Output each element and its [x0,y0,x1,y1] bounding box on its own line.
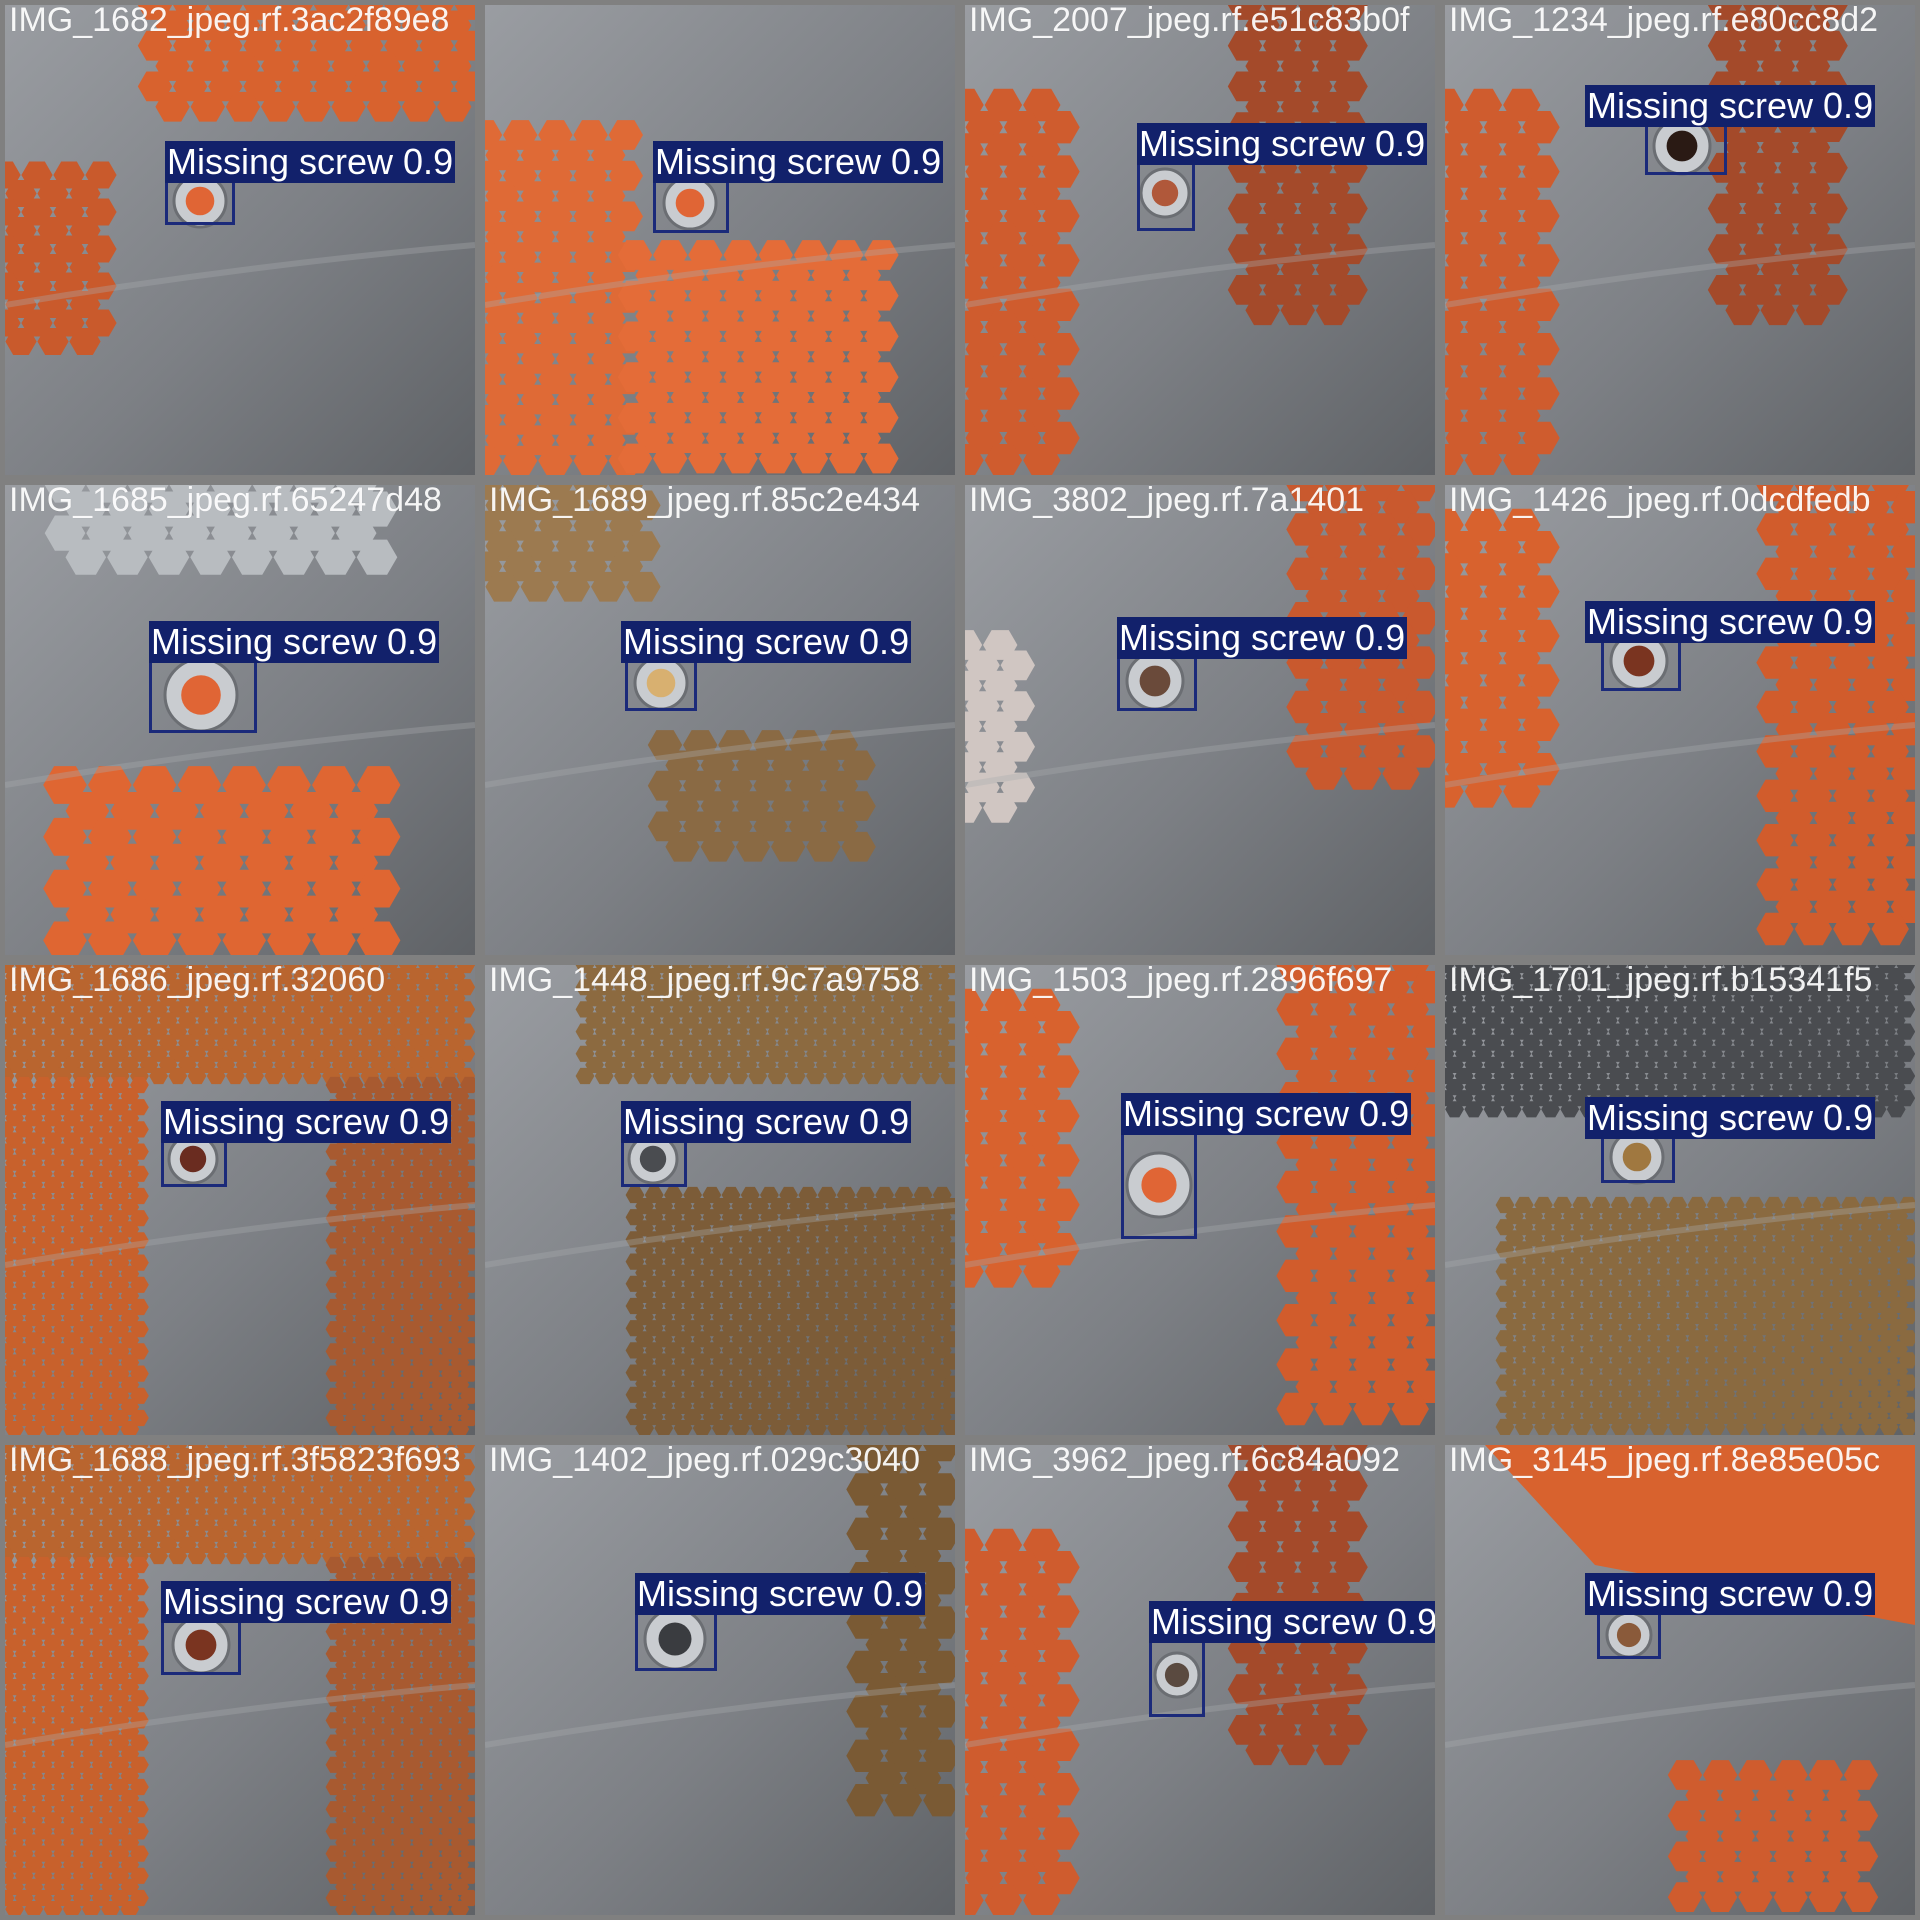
detection-box[interactable] [165,177,235,225]
detection-box[interactable] [149,659,257,733]
detection-box[interactable] [625,659,697,711]
detection-box[interactable] [653,177,729,233]
image-tile: Missing screw 0.9 [480,0,960,480]
photo [965,965,1435,1435]
image-tile: IMG_3145_jpeg.rf.8e85e05c Missing screw 0… [1440,1440,1920,1920]
detection-box[interactable] [161,1619,241,1675]
image-tile: IMG_3962_jpeg.rf.6c84a092 Missing screw 0… [960,1440,1440,1920]
detection-label: Missing screw 0.9 [161,1581,451,1623]
filename-label: IMG_1402_jpeg.rf.029c3040 [489,1441,920,1480]
image-tile: IMG_1688_jpeg.rf.3f5823f693 Missing screw… [0,1440,480,1920]
detection-label: Missing screw 0.9 [1585,1097,1875,1139]
perforation-pattern [43,766,400,955]
detection-box[interactable] [161,1137,227,1187]
detection-label: Missing screw 0.9 [161,1101,451,1143]
detection-box[interactable] [1601,1133,1675,1183]
filename-label: IMG_1688_jpeg.rf.3f5823f693 [9,1441,461,1480]
detection-box[interactable] [1149,1639,1205,1717]
detection-box[interactable] [635,1611,717,1671]
photo [5,1445,475,1915]
photo [965,485,1435,955]
image-tile: IMG_1402_jpeg.rf.029c3040 Missing screw 0… [480,1440,960,1920]
detection-box[interactable] [1645,121,1727,175]
detection-label: Missing screw 0.9 [635,1573,925,1615]
image-tile: IMG_1234_jpeg.rf.e80cc8d2 Missing screw 0… [1440,0,1920,480]
detection-label: Missing screw 0.9 [621,621,911,663]
perforation-pattern [846,1445,955,1816]
filename-label: IMG_3145_jpeg.rf.8e85e05c [1449,1441,1880,1480]
perforation-pattern [618,240,899,473]
detection-label: Missing screw 0.9 [653,141,943,183]
filename-label: IMG_1686_jpeg.rf.32060 [9,961,385,1000]
detection-box[interactable] [1137,157,1195,231]
detection-label: Missing screw 0.9 [1585,601,1875,643]
detection-box[interactable] [1601,635,1681,691]
image-tile: IMG_1685_jpeg.rf.65247d48 Missing screw 0… [0,480,480,960]
photo [485,485,955,955]
filename-label: IMG_1685_jpeg.rf.65247d48 [9,481,442,520]
detection-label: Missing screw 0.9 [1121,1093,1411,1135]
detection-label: Missing screw 0.9 [1585,1573,1875,1615]
image-tile: IMG_1686_jpeg.rf.32060 Missing screw 0.9 [0,960,480,1440]
photo [485,965,955,1435]
detection-label: Missing screw 0.9 [1117,617,1407,659]
detection-box[interactable] [1597,1611,1661,1659]
photo [965,5,1435,475]
filename-label: IMG_1448_jpeg.rf.9c7a9758 [489,961,920,1000]
filename-label: IMG_1234_jpeg.rf.e80cc8d2 [1449,1,1878,40]
image-tile: IMG_1701_jpeg.rf.b15341f5 Missing screw 0… [1440,960,1920,1440]
detection-box[interactable] [621,1137,687,1187]
filename-label: IMG_1701_jpeg.rf.b15341f5 [1449,961,1872,1000]
photo [485,1445,955,1915]
photo [485,5,955,475]
filename-label: IMG_1503_jpeg.rf.2896f697 [969,961,1392,1000]
image-tile: IMG_1503_jpeg.rf.2896f697 Missing screw 0… [960,960,1440,1440]
image-tile: IMG_1689_jpeg.rf.85c2e434 Missing screw 0… [480,480,960,960]
perforation-pattern [1668,1760,1878,1912]
photo [1445,5,1915,475]
photo [1445,1445,1915,1915]
filename-label: IMG_1426_jpeg.rf.0dcdfedb [1449,481,1871,520]
photo [1445,965,1915,1435]
photo [1445,485,1915,955]
filename-label: IMG_3962_jpeg.rf.6c84a092 [969,1441,1400,1480]
detection-label: Missing screw 0.9 [1137,123,1427,165]
photo [5,5,475,475]
image-tile: IMG_1682_jpeg.rf.3ac2f89e8 Missing screw … [0,0,480,480]
detection-label: Missing screw 0.9 [149,621,439,663]
image-tile: IMG_3802_jpeg.rf.7a1401 Missing screw 0.9 [960,480,1440,960]
image-tile: IMG_1448_jpeg.rf.9c7a9758 Missing screw 0… [480,960,960,1440]
detection-label: Missing screw 0.9 [1149,1601,1439,1643]
image-tile: IMG_1426_jpeg.rf.0dcdfedb Missing screw 0… [1440,480,1920,960]
filename-label: IMG_1689_jpeg.rf.85c2e434 [489,481,920,520]
image-tile: IMG_2007_jpeg.rf.e51c83b0f Missing screw … [960,0,1440,480]
photo [5,965,475,1435]
detection-box[interactable] [1121,1131,1197,1239]
filename-label: IMG_1682_jpeg.rf.3ac2f89e8 [9,1,449,40]
detection-label: Missing screw 0.9 [1585,85,1875,127]
filename-label: IMG_2007_jpeg.rf.e51c83b0f [969,1,1409,40]
filename-label: IMG_3802_jpeg.rf.7a1401 [969,481,1364,520]
perforation-pattern [1496,1197,1915,1435]
detection-box[interactable] [1117,655,1197,711]
detection-label: Missing screw 0.9 [621,1101,911,1143]
detection-label: Missing screw 0.9 [165,141,455,183]
